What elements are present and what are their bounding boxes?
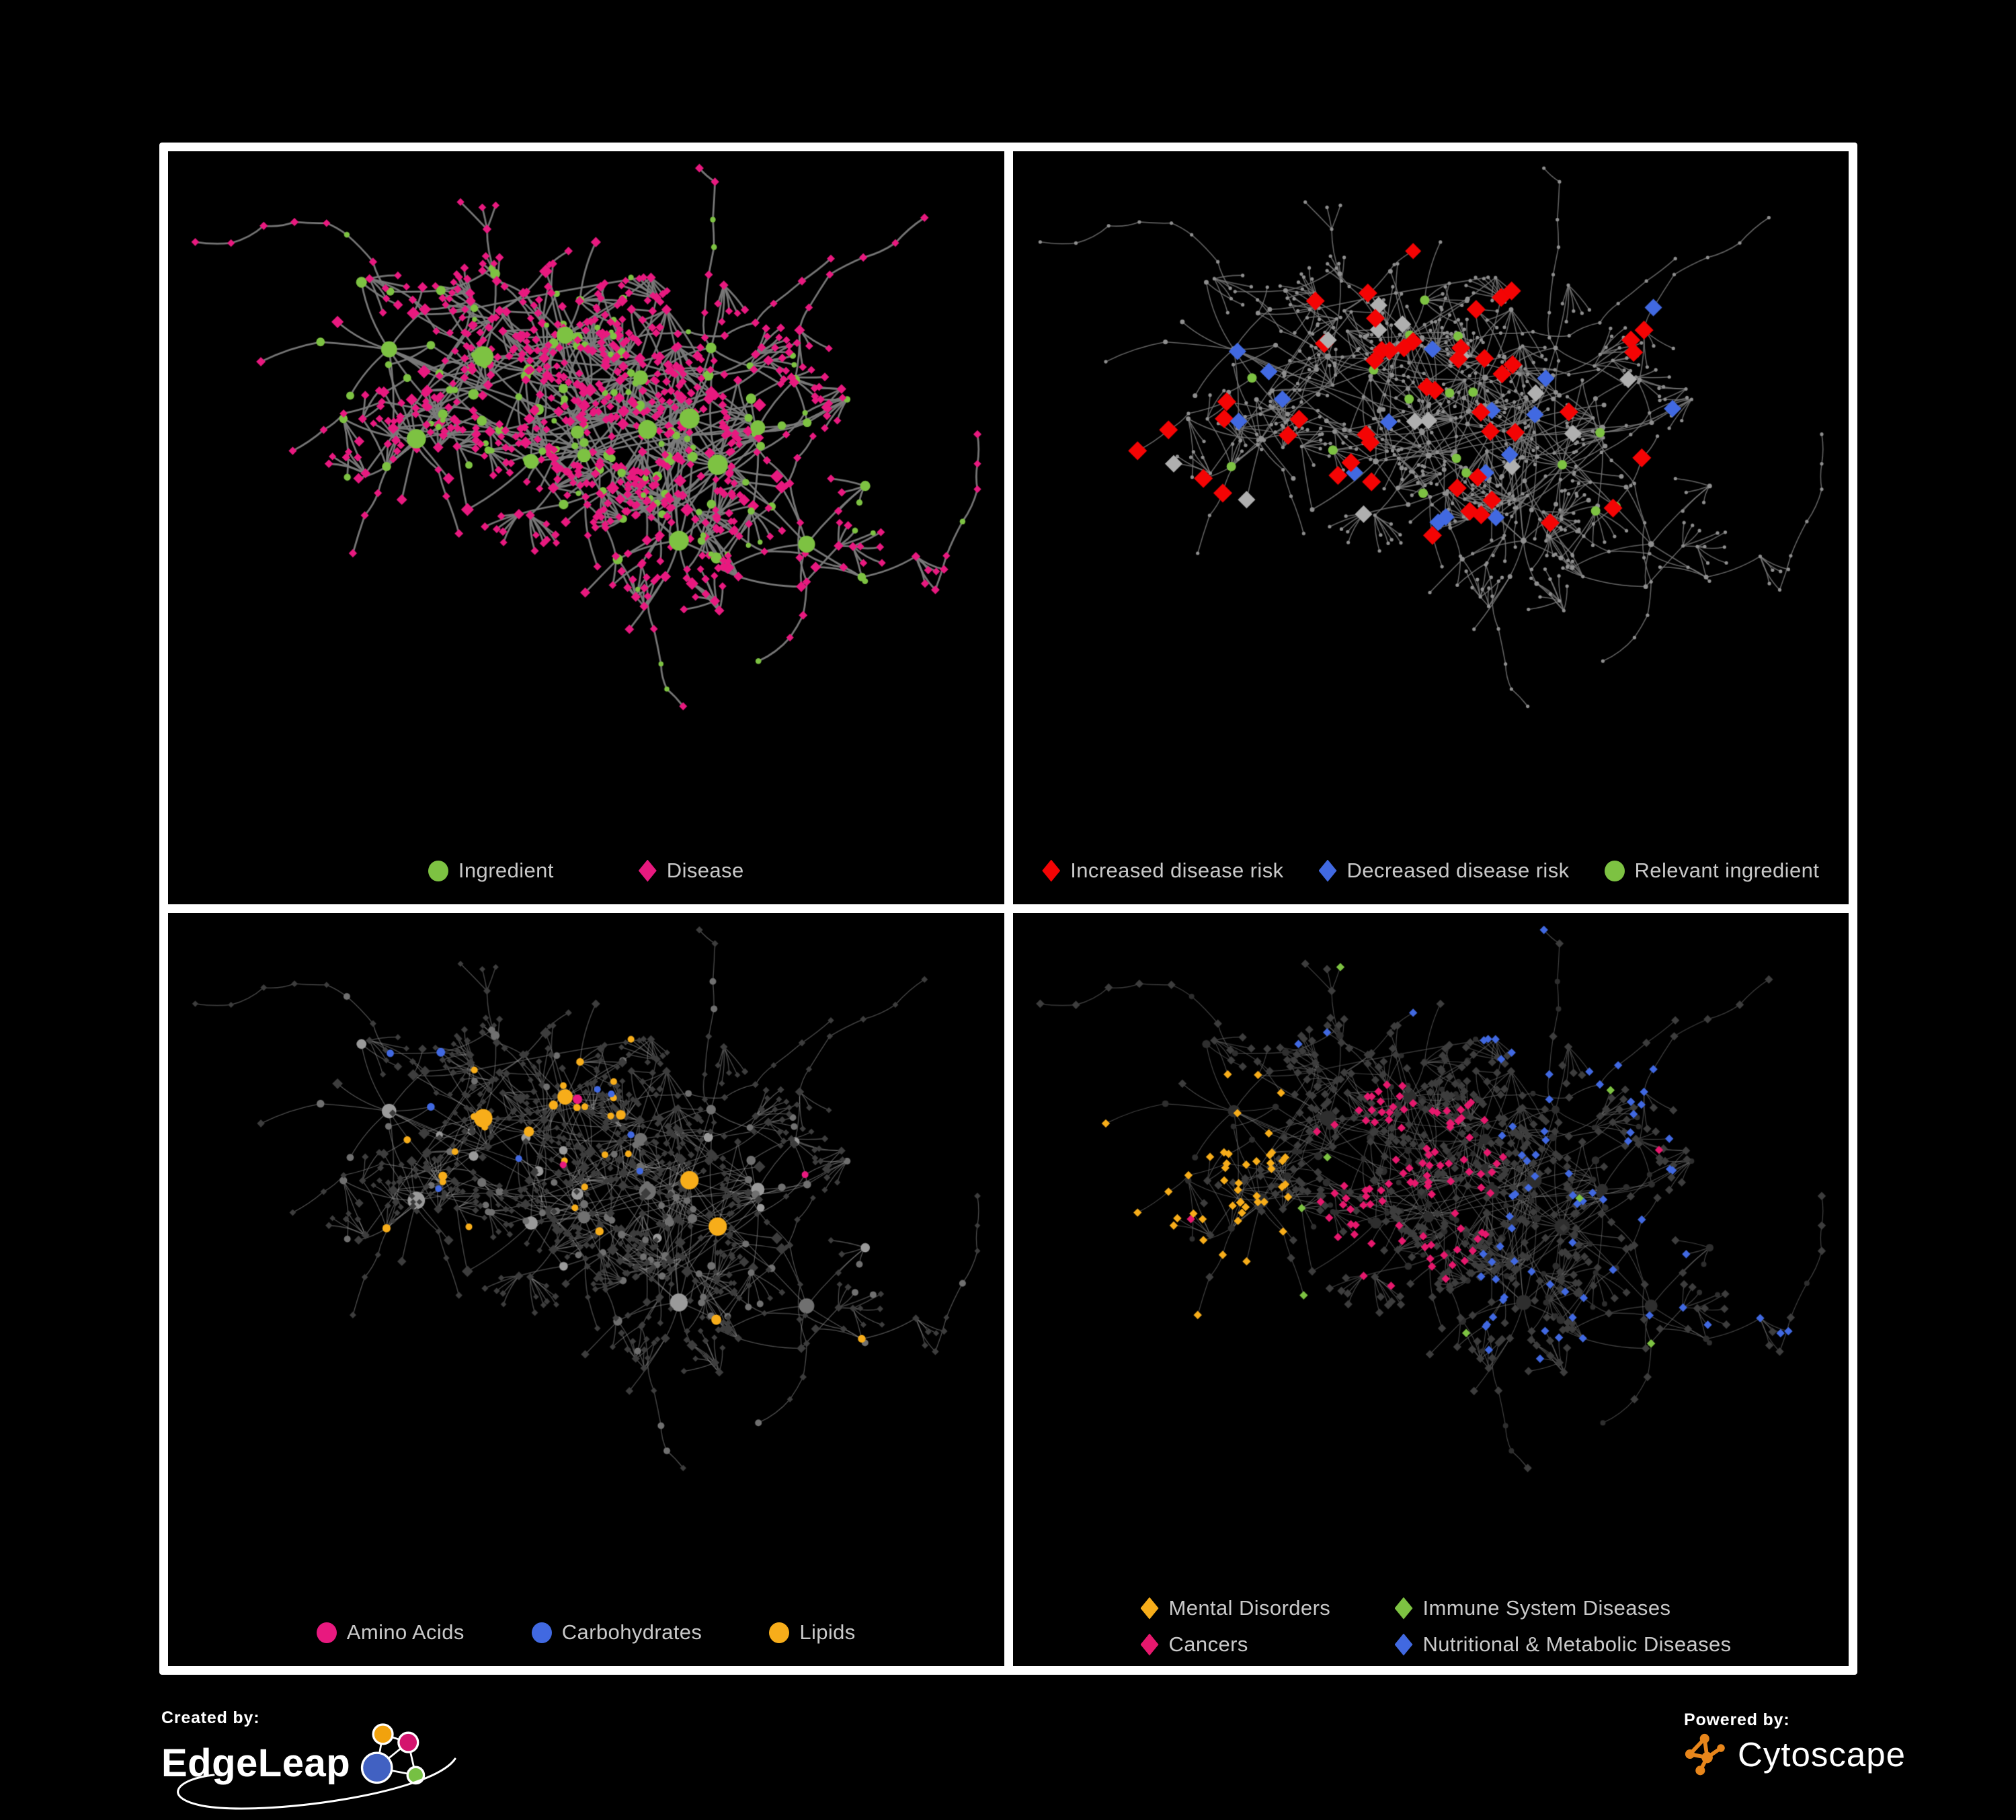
legend-label: Nutritional & Metabolic Diseases	[1422, 1632, 1732, 1656]
legend-label: Carbohydrates	[561, 1620, 702, 1644]
circle-marker-icon	[1604, 860, 1625, 881]
network-graph-ingredient-disease	[168, 151, 1004, 904]
circle-marker-icon	[531, 1622, 552, 1643]
legend-item-increased-disease-risk: Increased disease risk	[1042, 859, 1283, 883]
legend-disease-risk: Increased disease risk Decreased disease …	[1013, 859, 1849, 883]
legend-label: Ingredient	[458, 859, 554, 882]
circle-marker-icon	[428, 860, 448, 881]
legend-item-amino-acids: Amino Acids	[316, 1620, 465, 1645]
legend-item-lipids: Lipids	[769, 1620, 855, 1645]
created-by-block: Created by: EdgeLeap	[161, 1708, 497, 1810]
network-graph-disease-categories	[1012, 913, 1849, 1666]
legend-label: Relevant ingredient	[1634, 859, 1820, 882]
legend-label: Increased disease risk	[1070, 859, 1284, 882]
edgeleap-network-icon	[361, 1723, 426, 1785]
cytoscape-logo-text: Cytoscape	[1738, 1735, 1906, 1774]
powered-by-label: Powered by:	[1684, 1710, 1790, 1729]
circle-marker-icon	[769, 1622, 790, 1643]
legend-label: Amino Acids	[346, 1620, 465, 1644]
panel-nutrient-classes: Amino Acids Carbohydrates Lipids	[168, 913, 1004, 1666]
legend-label: Mental Disorders	[1168, 1596, 1331, 1620]
network-graph-nutrient-classes	[168, 913, 1004, 1666]
edgeleap-logo: EdgeLeap	[161, 1723, 497, 1810]
legend-label: Decreased disease risk	[1346, 859, 1570, 882]
legend-label: Disease	[666, 859, 744, 882]
legend-label: Cancers	[1168, 1632, 1248, 1656]
legend-item-relevant-ingredient: Relevant ingredient	[1604, 859, 1820, 883]
network-graph-disease-risk	[1012, 151, 1849, 904]
legend-item-decreased-disease-risk: Decreased disease risk	[1318, 859, 1570, 883]
powered-by-block: Powered by: Cytoscape	[1684, 1710, 1966, 1784]
circle-marker-icon	[316, 1622, 337, 1643]
diamond-marker-icon	[1140, 1633, 1159, 1656]
legend-item-carbohydrates: Carbohydrates	[531, 1620, 702, 1645]
diamond-marker-icon	[1042, 859, 1061, 882]
diamond-marker-icon	[1394, 1633, 1413, 1656]
diamond-marker-icon	[1318, 859, 1337, 882]
legend-disease-categories: Mental Disorders Immune System Diseases Ca…	[1140, 1596, 1732, 1657]
legend-item-nutritional-metabolic-diseases: Nutritional & Metabolic Diseases	[1394, 1632, 1732, 1657]
panel-disease-risk: Increased disease risk Decreased disease …	[1012, 151, 1849, 904]
panel-grid: Ingredient Disease Increased disease risk…	[159, 143, 1857, 1675]
cytoscape-network-icon	[1685, 1733, 1725, 1776]
legend-item-ingredient: Ingredient	[428, 859, 554, 883]
diamond-marker-icon	[638, 859, 657, 882]
cytoscape-logo: Cytoscape	[1684, 1733, 1966, 1776]
diamond-marker-icon	[1140, 1597, 1159, 1620]
diamond-marker-icon	[1394, 1597, 1413, 1620]
created-by-label: Created by:	[161, 1708, 260, 1727]
panel-disease-categories: Mental Disorders Immune System Diseases Ca…	[1012, 913, 1849, 1666]
legend-item-cancers: Cancers	[1140, 1632, 1248, 1657]
legend-label: Lipids	[799, 1620, 856, 1644]
legend-ingredient-disease: Ingredient Disease	[168, 859, 1004, 883]
legend-item-immune-system-diseases: Immune System Diseases	[1394, 1596, 1671, 1620]
legend-nutrient-classes: Amino Acids Carbohydrates Lipids	[168, 1620, 1004, 1645]
legend-label: Immune System Diseases	[1422, 1596, 1671, 1620]
legend-item-disease: Disease	[638, 859, 744, 883]
panel-ingredient-disease: Ingredient Disease	[168, 151, 1004, 904]
legend-item-mental-disorders: Mental Disorders	[1140, 1596, 1331, 1620]
edgeleap-logo-text: EdgeLeap	[161, 1741, 351, 1785]
